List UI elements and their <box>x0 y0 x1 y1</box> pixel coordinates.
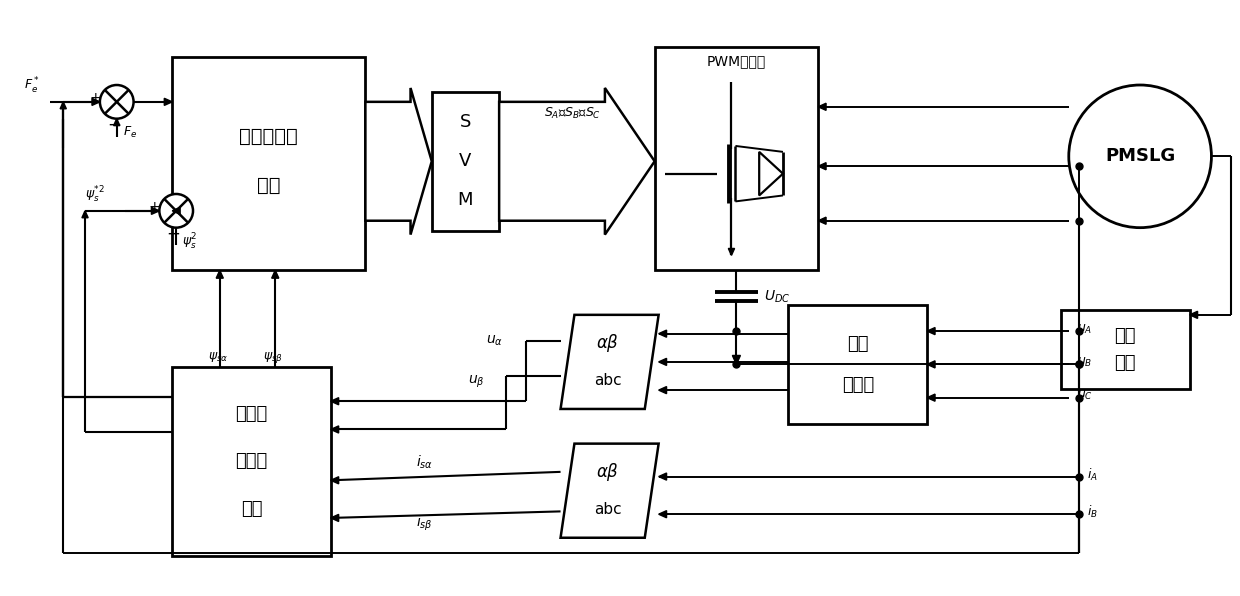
Text: $u_A$: $u_A$ <box>1076 322 1092 336</box>
Circle shape <box>1069 85 1211 228</box>
Polygon shape <box>560 315 658 409</box>
Text: $i_A$: $i_A$ <box>1086 467 1097 483</box>
Text: $F_e^*$: $F_e^*$ <box>24 76 40 96</box>
Circle shape <box>159 194 193 228</box>
Text: $U_{DC}$: $U_{DC}$ <box>764 288 791 305</box>
Polygon shape <box>928 361 935 368</box>
Text: PMSLG: PMSLG <box>1105 147 1176 165</box>
Polygon shape <box>60 102 67 109</box>
Polygon shape <box>818 217 826 224</box>
Text: $i_B$: $i_B$ <box>1086 504 1097 520</box>
Text: 相电压: 相电压 <box>842 375 874 393</box>
Text: $i_{s\beta}$: $i_{s\beta}$ <box>415 514 433 533</box>
Polygon shape <box>728 249 734 256</box>
Text: M: M <box>458 191 474 209</box>
Polygon shape <box>500 88 655 235</box>
Polygon shape <box>114 119 120 126</box>
Text: 电磁力: 电磁力 <box>236 405 268 423</box>
Text: $u_\beta$: $u_\beta$ <box>469 374 485 390</box>
Polygon shape <box>658 330 667 337</box>
Polygon shape <box>272 270 279 278</box>
Polygon shape <box>733 355 740 364</box>
Text: $\psi_{s\beta}$: $\psi_{s\beta}$ <box>263 350 283 365</box>
Bar <box>655 47 818 270</box>
Bar <box>172 367 331 555</box>
Polygon shape <box>1189 311 1198 318</box>
Text: 控制: 控制 <box>257 176 280 194</box>
Polygon shape <box>331 398 339 405</box>
Text: +: + <box>149 200 160 214</box>
Polygon shape <box>216 270 223 278</box>
Text: 输出: 输出 <box>1115 354 1136 372</box>
Text: $\psi_{s\alpha}$: $\psi_{s\alpha}$ <box>207 350 228 364</box>
Polygon shape <box>560 443 658 538</box>
Text: $i_{s\alpha}$: $i_{s\alpha}$ <box>415 453 433 471</box>
Bar <box>432 92 500 231</box>
Polygon shape <box>658 387 667 394</box>
Text: $u_C$: $u_C$ <box>1076 389 1092 402</box>
Polygon shape <box>366 88 432 235</box>
Text: −: − <box>107 116 120 134</box>
Text: 估计: 估计 <box>241 499 262 517</box>
Text: $\psi_s^{*2}$: $\psi_s^{*2}$ <box>86 185 105 205</box>
Polygon shape <box>172 207 180 215</box>
Polygon shape <box>658 511 667 518</box>
Polygon shape <box>658 358 667 365</box>
Text: V: V <box>459 153 471 170</box>
Text: $u_\alpha$: $u_\alpha$ <box>486 334 503 349</box>
Polygon shape <box>164 98 172 105</box>
Polygon shape <box>818 163 826 170</box>
Bar <box>789 305 928 424</box>
Text: +: + <box>89 91 100 105</box>
Polygon shape <box>759 152 782 195</box>
Polygon shape <box>151 207 159 215</box>
Text: S: S <box>460 113 471 132</box>
Polygon shape <box>331 514 339 522</box>
Polygon shape <box>658 473 667 480</box>
Polygon shape <box>92 98 100 105</box>
Polygon shape <box>331 426 339 433</box>
Text: $\alpha\beta$: $\alpha\beta$ <box>596 461 619 483</box>
Polygon shape <box>818 103 826 110</box>
Text: $u_B$: $u_B$ <box>1076 356 1092 369</box>
Bar <box>172 57 366 270</box>
Bar <box>1061 310 1189 389</box>
Text: 和磁链: 和磁链 <box>236 452 268 470</box>
Polygon shape <box>82 211 88 218</box>
Text: $F_e$: $F_e$ <box>123 125 136 140</box>
Text: 滑模变结构: 滑模变结构 <box>239 126 298 145</box>
Text: 计算: 计算 <box>847 335 868 353</box>
Text: 直流: 直流 <box>1115 327 1136 345</box>
Polygon shape <box>928 328 935 335</box>
Polygon shape <box>331 477 339 484</box>
Text: $\psi_s^2$: $\psi_s^2$ <box>182 231 197 252</box>
Text: $\alpha\beta$: $\alpha\beta$ <box>596 332 619 354</box>
Text: abc: abc <box>594 502 621 517</box>
Text: $S_A$、$S_B$、$S_C$: $S_A$、$S_B$、$S_C$ <box>543 106 601 121</box>
Text: abc: abc <box>594 373 621 388</box>
Circle shape <box>100 85 134 119</box>
Text: PWM整流器: PWM整流器 <box>707 54 766 68</box>
Text: −: − <box>166 225 180 243</box>
Polygon shape <box>928 394 935 401</box>
